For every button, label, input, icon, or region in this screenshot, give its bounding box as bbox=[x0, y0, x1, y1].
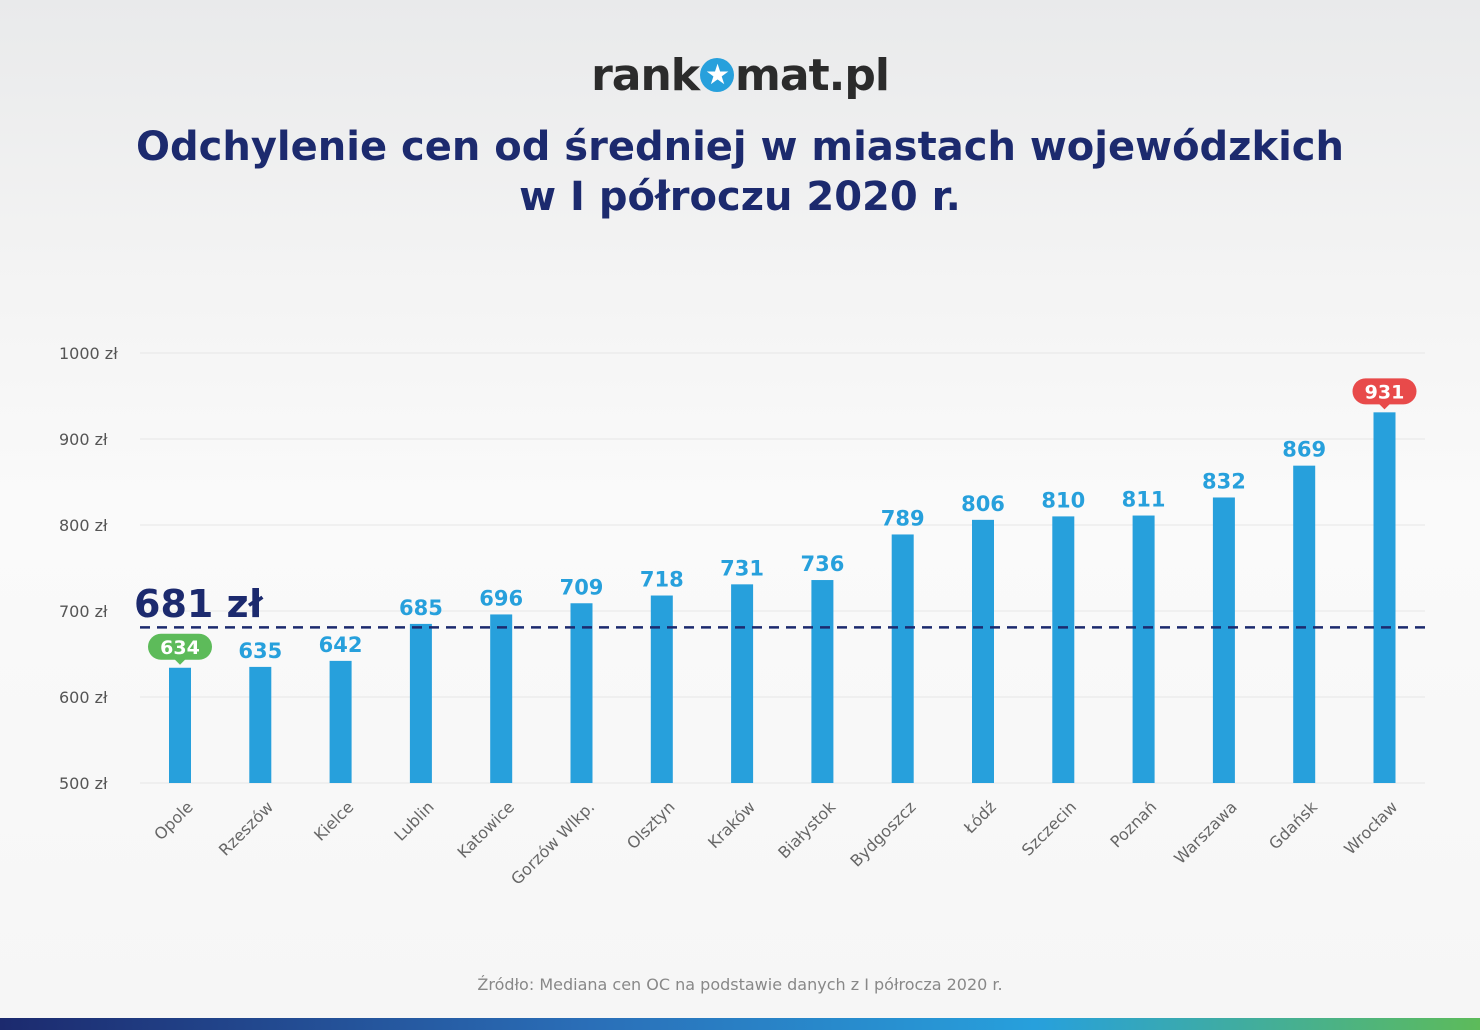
category-label: Gorzów Wlkp. bbox=[507, 797, 598, 888]
category-label: Rzeszów bbox=[215, 797, 277, 859]
value-label: 869 bbox=[1282, 438, 1326, 462]
source-note: Źródło: Mediana cen OC na podstawie dany… bbox=[477, 975, 1003, 994]
chart-title: Odchylenie cen od średniej w miastach wo… bbox=[0, 122, 1480, 222]
category-label: Opole bbox=[150, 797, 197, 844]
bar-Wrocław bbox=[1373, 412, 1396, 783]
y-tick-label: 800 zł bbox=[59, 516, 108, 535]
bar-Szczecin bbox=[1052, 516, 1075, 783]
bar-Bydgoszcz bbox=[891, 534, 914, 783]
y-tick-label: 500 zł bbox=[59, 774, 108, 793]
bottom-gradient-bar bbox=[0, 1018, 1480, 1030]
value-label: 931 bbox=[1365, 381, 1405, 403]
bar-Opole bbox=[169, 667, 191, 783]
logo-text: rank bbox=[591, 50, 700, 101]
category-label: Wrocław bbox=[1340, 797, 1401, 858]
category-label: Szczecin bbox=[1018, 797, 1080, 859]
logo: rank ★ mat.pl bbox=[0, 50, 1480, 101]
bar-Poznań bbox=[1132, 515, 1155, 783]
bar-Olsztyn bbox=[650, 595, 673, 783]
category-label: Olsztyn bbox=[623, 797, 679, 853]
category-label: Bydgoszcz bbox=[846, 797, 919, 870]
value-label: 810 bbox=[1041, 488, 1085, 512]
value-label: 731 bbox=[720, 556, 764, 580]
value-label: 709 bbox=[560, 575, 604, 599]
category-label: Gdańsk bbox=[1265, 797, 1321, 853]
value-label: 685 bbox=[399, 596, 443, 620]
value-badge-pointer bbox=[174, 658, 186, 665]
value-label: 635 bbox=[238, 639, 282, 663]
value-badge bbox=[1352, 378, 1417, 405]
bar-Kielce bbox=[329, 660, 352, 783]
value-badge-pointer bbox=[1378, 403, 1391, 410]
value-label: 806 bbox=[961, 492, 1005, 516]
average-label: 681 zł bbox=[134, 582, 264, 626]
value-label: 832 bbox=[1202, 469, 1246, 493]
category-label: Kielce bbox=[310, 797, 357, 844]
category-label: Białystok bbox=[774, 797, 840, 863]
y-tick-label: 1000 zł bbox=[59, 344, 118, 363]
bar-Lublin bbox=[409, 623, 432, 783]
category-label: Lublin bbox=[390, 797, 437, 844]
value-label: 642 bbox=[319, 633, 363, 657]
bar-Warszawa bbox=[1212, 497, 1235, 783]
y-tick-label: 900 zł bbox=[59, 430, 108, 449]
bar-Gdańsk bbox=[1293, 465, 1316, 783]
category-label: Katowice bbox=[454, 797, 519, 862]
bar-Katowice bbox=[490, 614, 513, 783]
bar-Łódź bbox=[972, 519, 994, 783]
value-label: 789 bbox=[881, 506, 925, 530]
title-line-1: Odchylenie cen od średniej w miastach wo… bbox=[136, 124, 1344, 170]
y-tick-label: 700 zł bbox=[59, 602, 108, 621]
star-circle-icon: ★ bbox=[700, 58, 735, 92]
value-label: 811 bbox=[1122, 488, 1166, 512]
value-label: 696 bbox=[479, 586, 523, 610]
bar-Białystok bbox=[811, 580, 834, 783]
value-badge bbox=[148, 633, 212, 660]
value-label: 718 bbox=[640, 568, 684, 592]
category-label: Poznań bbox=[1106, 797, 1160, 851]
bar-Rzeszów bbox=[249, 666, 272, 783]
bar-Kraków bbox=[731, 584, 754, 783]
logo-text: mat.pl bbox=[735, 50, 890, 101]
title-line-2: w I półroczu 2020 r. bbox=[519, 174, 961, 220]
value-label: 634 bbox=[160, 637, 200, 659]
value-label: 736 bbox=[800, 552, 844, 576]
category-label: Warszawa bbox=[1170, 797, 1240, 867]
category-label: Kraków bbox=[704, 797, 759, 852]
bar-Gorzów Wlkp. bbox=[570, 603, 593, 783]
y-tick-label: 600 zł bbox=[59, 688, 108, 707]
category-label: Łódź bbox=[959, 797, 1000, 838]
